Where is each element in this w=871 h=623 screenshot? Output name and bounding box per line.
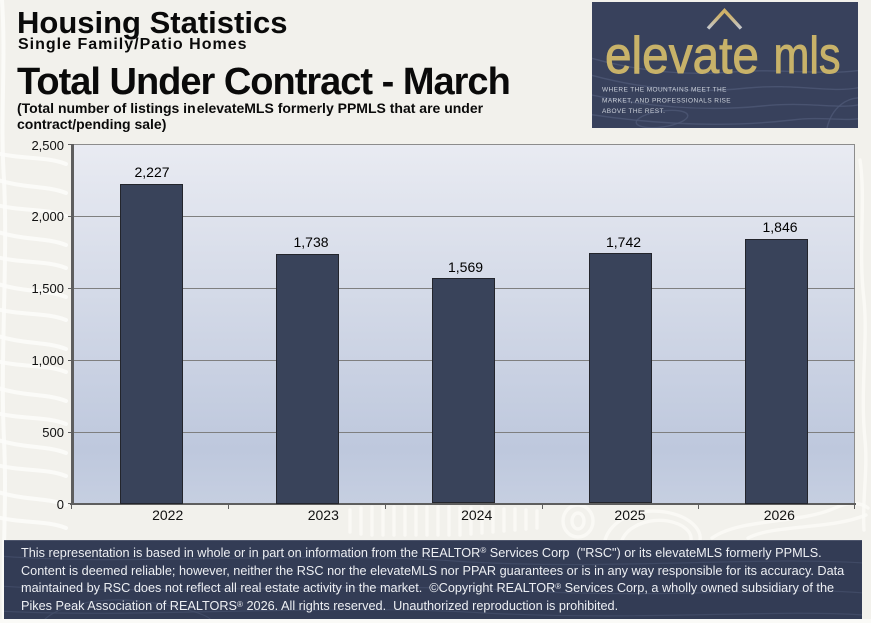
svg-text:MARKET, AND PROFESSIONALS RISE: MARKET, AND PROFESSIONALS RISE: [602, 98, 731, 105]
svg-text:mls: mls: [774, 27, 841, 85]
svg-text:elevate: elevate: [605, 27, 759, 85]
svg-text:ABOVE THE REST.: ABOVE THE REST.: [602, 108, 665, 115]
svg-text:WHERE THE MOUNTAINS MEET THE: WHERE THE MOUNTAINS MEET THE: [602, 87, 727, 94]
